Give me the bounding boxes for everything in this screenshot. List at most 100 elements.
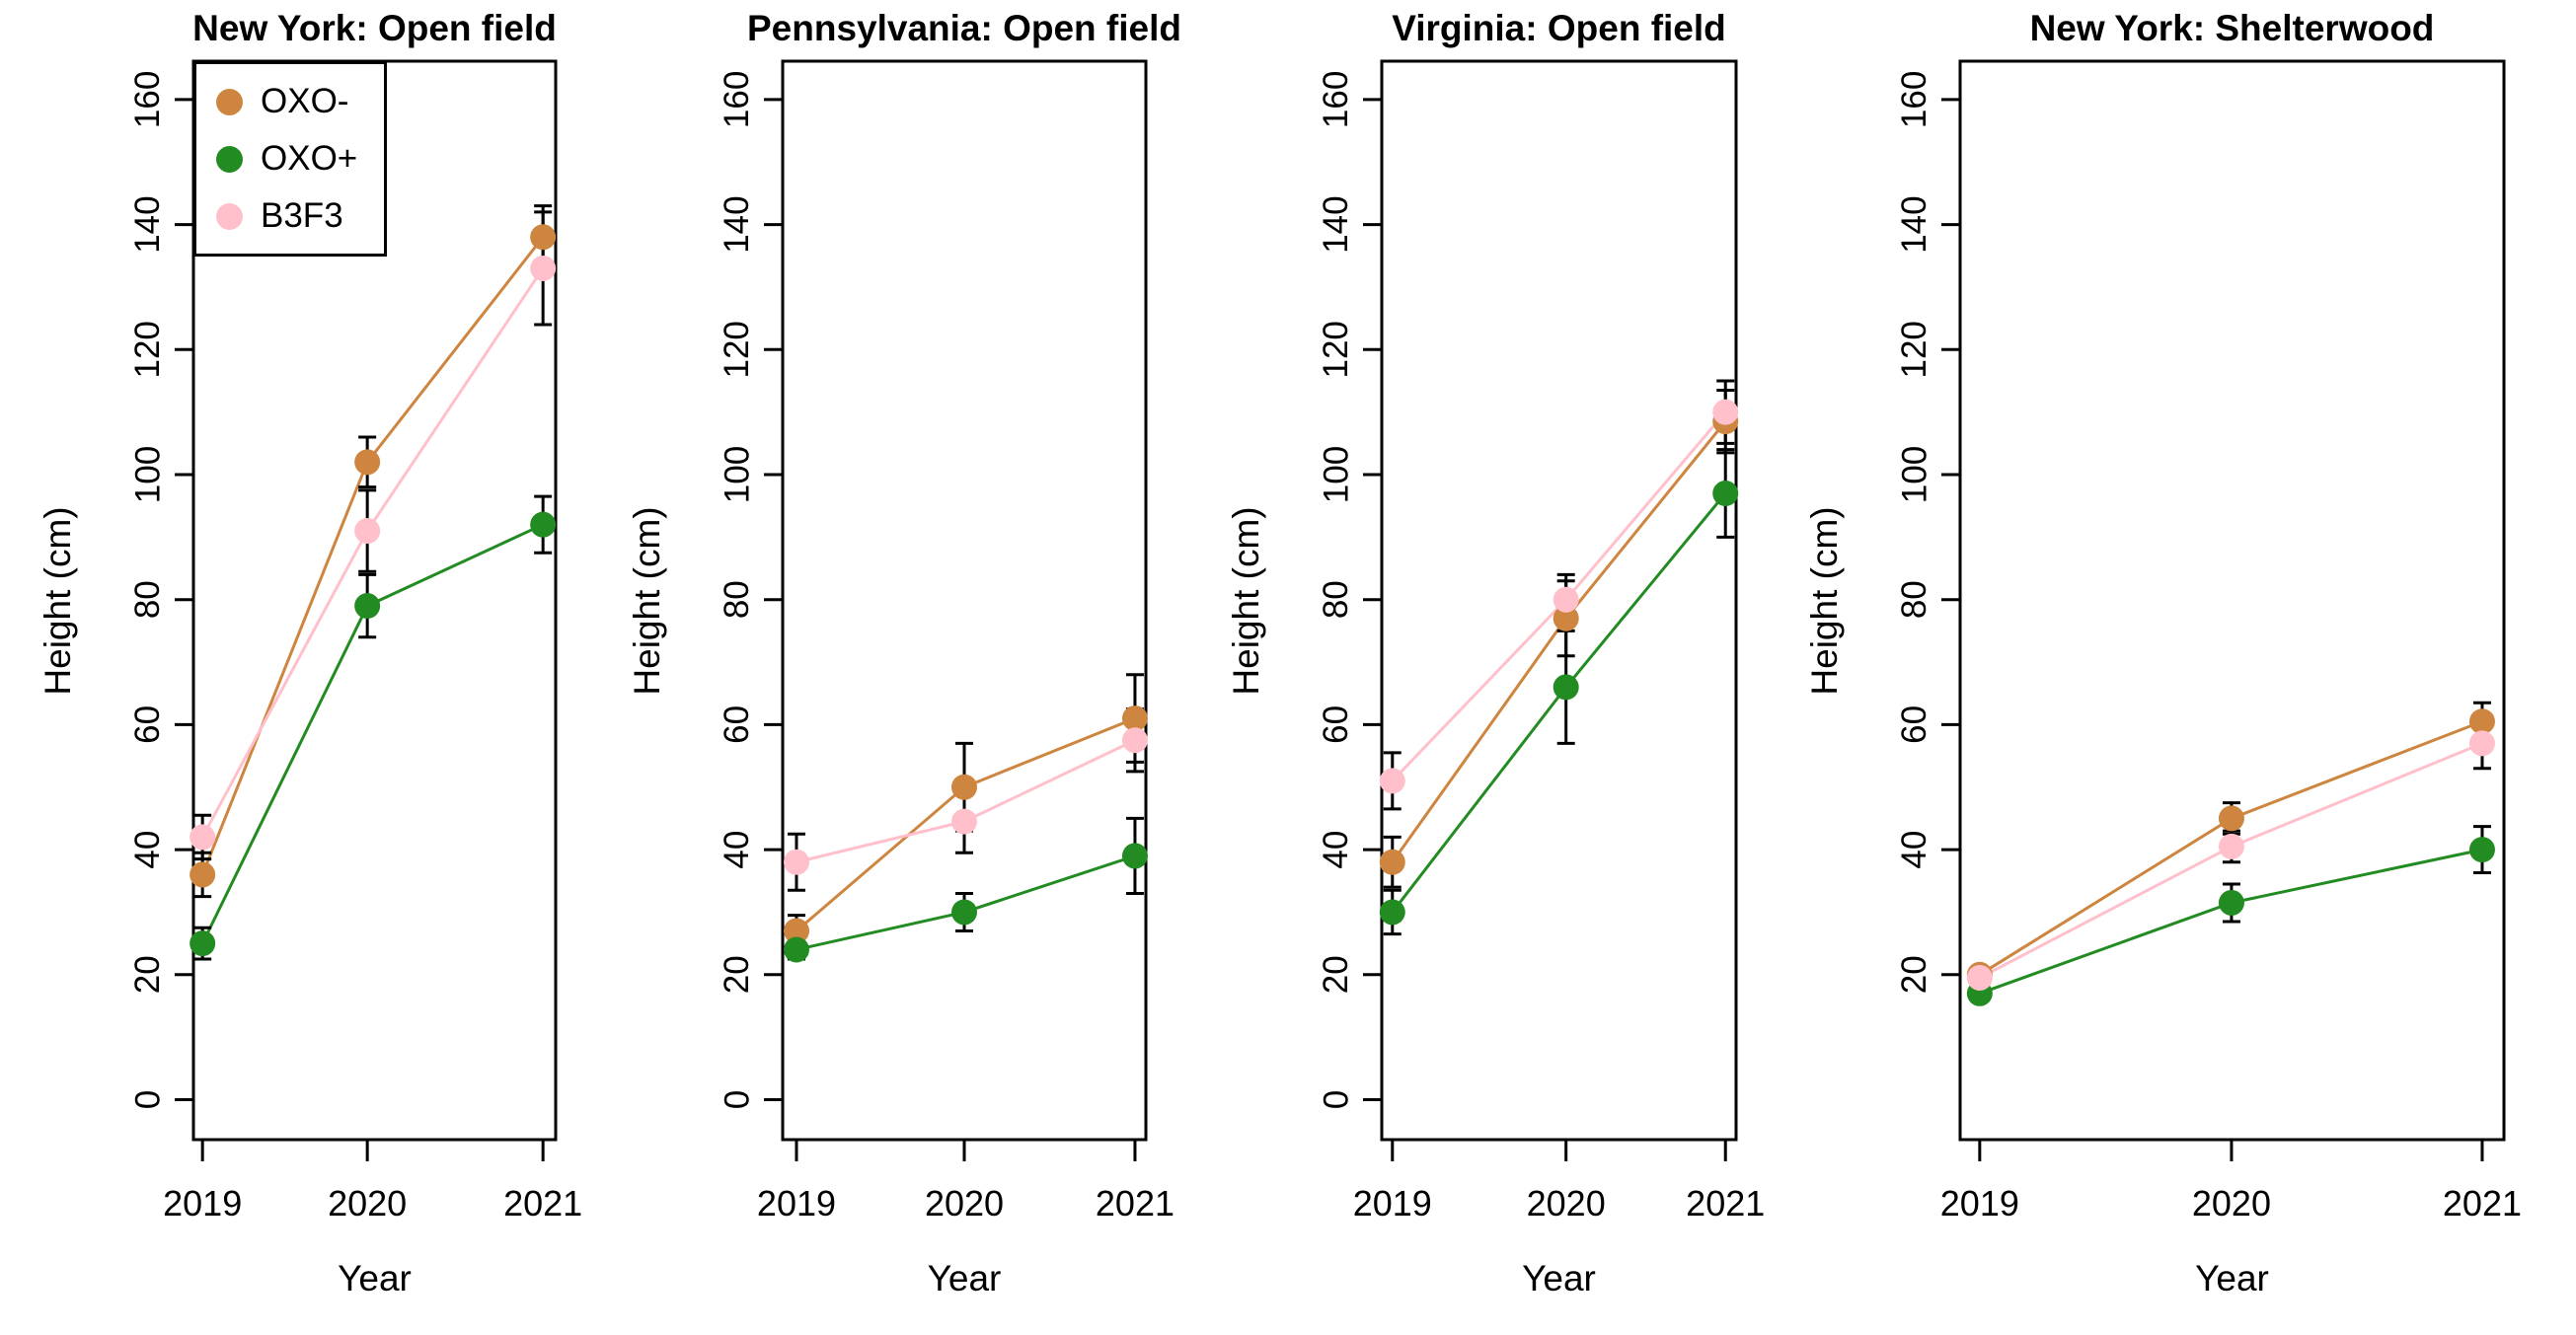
y-axis-label: Height (cm) (1804, 505, 1845, 696)
series-line-OXO- (200, 236, 545, 875)
x-tick-label: 2021 (1686, 1183, 1765, 1224)
x-tick-label: 2021 (503, 1183, 582, 1224)
data-point-OXO+ (1379, 899, 1405, 926)
data-point-OXO+ (530, 511, 557, 538)
x-tick-label: 2021 (1096, 1183, 1174, 1224)
y-tick-label: 160 (128, 71, 167, 128)
data-point-OXO+ (783, 936, 809, 963)
y-tick-label: 60 (1895, 705, 1933, 744)
legend-label: OXO+ (261, 139, 358, 178)
y-tick-label: 140 (1895, 195, 1933, 253)
y-axis-label: Height (cm) (38, 505, 78, 696)
series-line-B3F3 (200, 267, 545, 839)
data-point-OXO- (783, 918, 809, 944)
legend-label: B3F3 (261, 196, 343, 235)
data-point-B3F3 (1712, 399, 1739, 425)
series-line-OXO- (1391, 420, 1727, 863)
data-point-B3F3 (530, 255, 557, 281)
data-point-OXO+ (2468, 837, 2495, 863)
x-tick-label: 2020 (925, 1183, 1004, 1224)
y-tick-label: 120 (718, 321, 756, 378)
y-tick-label: 120 (1317, 321, 1355, 378)
y-tick-label: 140 (128, 195, 167, 253)
panel-2: 0 20 40 60 80 100 120 140 160 2019 2020 2021 (1317, 59, 1765, 1224)
x-tick-label: 2020 (1527, 1183, 1606, 1224)
y-tick-label: 40 (1317, 831, 1355, 869)
x-axis-label: Year (927, 1258, 1002, 1298)
panel-title-pennsylvania-open-field: Pennsylvania: Open field (746, 8, 1181, 48)
data-point-B3F3 (951, 808, 977, 835)
data-point-B3F3 (1966, 964, 1993, 991)
data-point-B3F3 (2468, 730, 2495, 757)
data-point-B3F3 (189, 824, 216, 851)
data-point-OXO- (1379, 849, 1405, 875)
y-tick-label: 40 (128, 831, 167, 869)
data-point-OXO- (1121, 705, 1148, 732)
y-tick-label: 100 (718, 446, 756, 503)
x-tick-label: 2019 (757, 1183, 836, 1224)
y-tick-label: 20 (1317, 955, 1355, 994)
data-point-B3F3 (2218, 833, 2244, 859)
data-point-OXO+ (951, 899, 977, 926)
y-tick-label: 80 (1317, 580, 1355, 619)
y-tick-label: 80 (1895, 580, 1933, 619)
y-tick-label: 60 (128, 705, 167, 744)
y-tick-label: 160 (718, 71, 756, 128)
y-tick-label: 20 (718, 955, 756, 994)
y-tick-label: 0 (718, 1090, 756, 1109)
panel-title-new-york-shelterwood: New York: Shelterwood (2029, 8, 2435, 48)
y-tick-label: 160 (1317, 71, 1355, 128)
y-tick-label: 120 (128, 321, 167, 378)
x-tick-label: 2020 (2192, 1183, 2271, 1224)
legend-label: OXO- (261, 82, 349, 120)
y-tick-label: 100 (128, 446, 167, 503)
panel-0: 0 20 40 60 80 100 120 140 160 2019 2020 2021 (128, 59, 582, 1224)
data-point-OXO- (354, 449, 381, 476)
legend-marker-oxo-minus (216, 88, 243, 115)
x-axis-label: Year (338, 1258, 412, 1298)
legend-item-oxo-minus: OXO- (216, 82, 384, 121)
y-tick-label: 120 (1895, 321, 1933, 378)
y-axis-label: Height (cm) (1226, 505, 1266, 696)
legend-marker-oxo-plus (216, 145, 243, 173)
data-point-OXO- (530, 224, 557, 251)
y-tick-label: 80 (128, 580, 167, 619)
data-point-OXO- (2218, 805, 2244, 832)
panel-title-virginia-open-field: Virginia: Open field (1392, 8, 1726, 48)
panel-1: 0 20 40 60 80 100 120 140 160 2019 2020 2021 (718, 59, 1174, 1224)
x-axis-label: Year (2195, 1258, 2269, 1298)
panel-title-new-york-open-field: New York: Open field (192, 8, 557, 48)
series-line-OXO+ (1391, 492, 1727, 914)
data-point-B3F3 (1379, 768, 1405, 794)
panel-3: 20 40 60 80 100 120 140 160 2019 2020 2021 (1895, 59, 2522, 1224)
y-tick-label: 40 (718, 831, 756, 869)
y-tick-label: 60 (1317, 705, 1355, 744)
data-point-OXO+ (189, 930, 216, 957)
data-point-OXO+ (2218, 889, 2244, 916)
legend-item-oxo-plus: OXO+ (216, 139, 384, 179)
x-tick-label: 2021 (2443, 1183, 2522, 1224)
x-tick-label: 2019 (163, 1183, 242, 1224)
plot-box (781, 59, 1148, 1142)
data-point-OXO- (189, 861, 216, 888)
y-tick-label: 0 (128, 1090, 167, 1109)
y-tick-label: 160 (1895, 71, 1933, 128)
data-point-OXO- (951, 774, 977, 800)
data-point-OXO- (2468, 708, 2495, 735)
y-tick-label: 0 (1317, 1090, 1355, 1109)
plot-box (1958, 59, 2506, 1142)
data-point-OXO- (1553, 605, 1579, 631)
y-tick-label: 140 (1317, 195, 1355, 253)
y-tick-label: 20 (128, 955, 167, 994)
series-line-OXO+ (200, 523, 544, 944)
y-tick-label: 40 (1895, 831, 1933, 869)
y-tick-label: 100 (1317, 446, 1355, 503)
y-tick-label: 140 (718, 195, 756, 253)
x-tick-label: 2019 (1940, 1183, 2019, 1224)
y-tick-label: 20 (1895, 955, 1933, 994)
data-point-B3F3 (783, 849, 809, 875)
y-tick-label: 60 (718, 705, 756, 744)
data-point-B3F3 (354, 518, 381, 545)
